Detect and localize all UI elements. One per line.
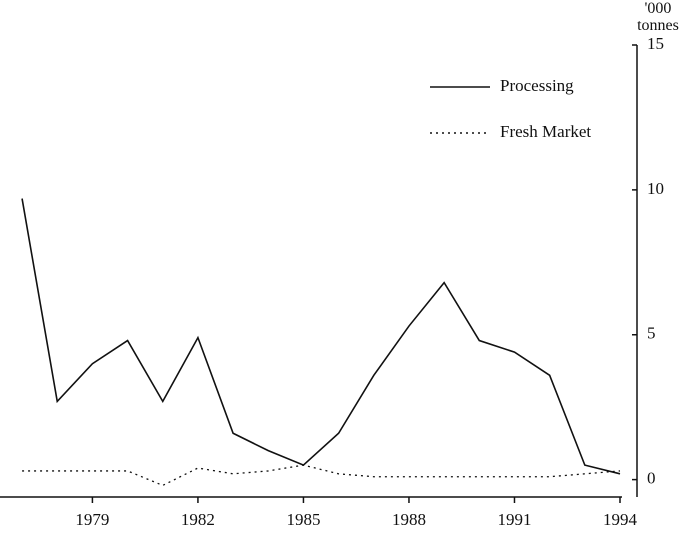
x-tick-label: 1982 xyxy=(181,510,215,529)
x-tick-label: 1985 xyxy=(286,510,320,529)
y-tick-label: 15 xyxy=(647,34,664,53)
series-line xyxy=(21,198,621,475)
y-axis-label: '000 tonnes xyxy=(637,0,679,34)
x-tick-label: 1994 xyxy=(603,510,638,529)
x-tick-label: 1988 xyxy=(392,510,426,529)
y-tick-label: 0 xyxy=(647,469,656,488)
y-tick-label: 5 xyxy=(647,324,656,343)
x-tick-label: 1991 xyxy=(497,510,531,529)
x-tick-label: 1979 xyxy=(75,510,109,529)
legend-label: Processing xyxy=(500,76,574,95)
series-line xyxy=(22,464,621,487)
legend-label: Fresh Market xyxy=(500,122,591,141)
y-tick-label: 10 xyxy=(647,179,664,198)
